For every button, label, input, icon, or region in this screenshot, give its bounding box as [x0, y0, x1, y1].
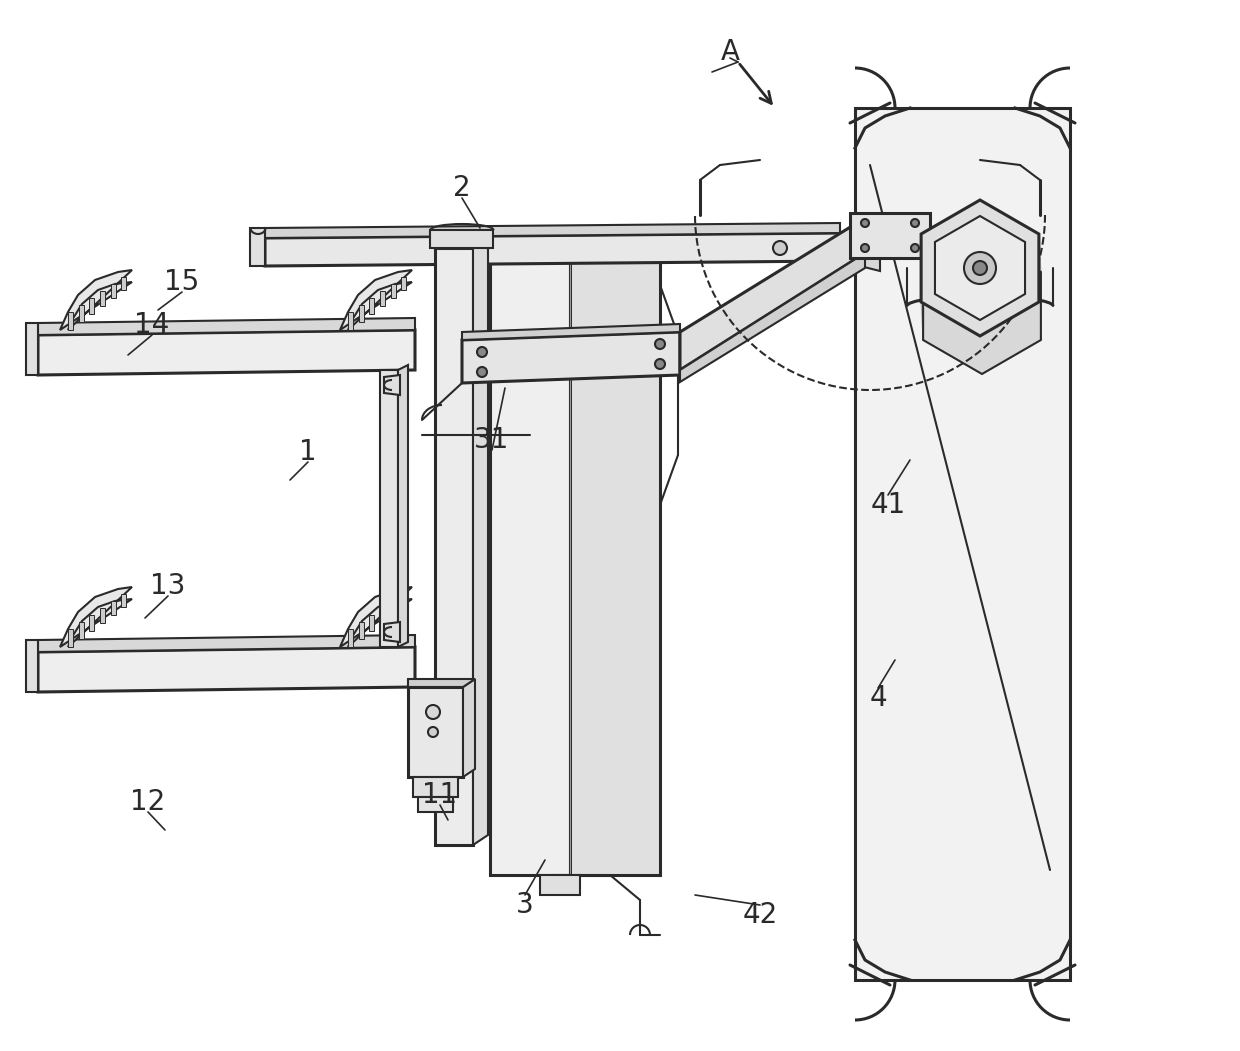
Bar — [250, 228, 265, 266]
Circle shape — [477, 367, 487, 377]
Polygon shape — [68, 312, 73, 330]
Polygon shape — [348, 312, 353, 330]
Polygon shape — [265, 223, 839, 238]
Polygon shape — [391, 284, 396, 298]
Polygon shape — [463, 324, 680, 341]
Text: 41: 41 — [870, 491, 905, 519]
Text: 11: 11 — [423, 781, 458, 809]
Polygon shape — [402, 594, 407, 607]
Polygon shape — [358, 305, 363, 322]
Polygon shape — [26, 640, 38, 692]
Polygon shape — [89, 615, 94, 631]
Polygon shape — [384, 622, 401, 642]
Polygon shape — [265, 233, 839, 266]
Circle shape — [655, 359, 665, 369]
Polygon shape — [379, 607, 384, 623]
Polygon shape — [408, 687, 463, 777]
Text: 12: 12 — [130, 788, 166, 816]
Text: 4: 4 — [869, 684, 887, 712]
Polygon shape — [430, 230, 494, 248]
Polygon shape — [849, 213, 930, 257]
Circle shape — [911, 219, 919, 227]
Circle shape — [655, 339, 665, 349]
Polygon shape — [391, 601, 396, 615]
Polygon shape — [60, 588, 131, 647]
Circle shape — [427, 705, 440, 719]
Polygon shape — [539, 875, 580, 895]
Polygon shape — [418, 797, 453, 812]
Circle shape — [428, 727, 438, 737]
Polygon shape — [122, 277, 126, 290]
Polygon shape — [413, 777, 458, 797]
Polygon shape — [490, 240, 660, 255]
Polygon shape — [935, 217, 1025, 320]
Polygon shape — [38, 647, 415, 692]
Polygon shape — [435, 248, 472, 845]
Polygon shape — [463, 679, 475, 777]
Polygon shape — [490, 255, 570, 875]
Polygon shape — [398, 365, 408, 647]
Text: 42: 42 — [743, 901, 777, 929]
Polygon shape — [348, 628, 353, 647]
Polygon shape — [100, 291, 105, 306]
Polygon shape — [384, 375, 401, 395]
Text: 3: 3 — [516, 891, 534, 919]
Polygon shape — [89, 298, 94, 314]
Polygon shape — [38, 635, 415, 652]
Polygon shape — [340, 588, 412, 647]
Polygon shape — [78, 622, 83, 639]
Polygon shape — [680, 218, 866, 370]
Circle shape — [477, 347, 487, 357]
Polygon shape — [680, 253, 866, 382]
Circle shape — [861, 219, 869, 227]
Polygon shape — [921, 200, 1039, 336]
Polygon shape — [78, 305, 83, 322]
Polygon shape — [856, 108, 1070, 980]
Polygon shape — [26, 323, 38, 375]
Polygon shape — [38, 330, 415, 375]
Polygon shape — [839, 233, 880, 271]
Text: 31: 31 — [475, 426, 510, 454]
Polygon shape — [408, 679, 475, 687]
Polygon shape — [379, 370, 398, 647]
Circle shape — [911, 244, 919, 252]
Polygon shape — [68, 628, 73, 647]
Text: 1: 1 — [299, 438, 316, 466]
Polygon shape — [923, 238, 1040, 374]
Polygon shape — [370, 615, 374, 631]
Polygon shape — [38, 318, 415, 335]
Polygon shape — [379, 291, 384, 306]
Text: A: A — [720, 38, 739, 66]
Polygon shape — [472, 238, 489, 845]
Polygon shape — [110, 284, 115, 298]
Polygon shape — [340, 270, 412, 330]
Polygon shape — [358, 622, 363, 639]
Polygon shape — [370, 298, 374, 314]
Text: 15: 15 — [165, 268, 200, 296]
Polygon shape — [110, 601, 115, 615]
Circle shape — [861, 244, 869, 252]
Text: 2: 2 — [453, 174, 471, 202]
Circle shape — [773, 241, 787, 255]
Circle shape — [963, 252, 996, 284]
Text: 14: 14 — [134, 311, 170, 339]
Polygon shape — [570, 255, 660, 875]
Circle shape — [973, 261, 987, 275]
Polygon shape — [402, 277, 407, 290]
Polygon shape — [100, 607, 105, 623]
Polygon shape — [60, 270, 131, 330]
Text: 13: 13 — [150, 572, 186, 600]
Polygon shape — [463, 332, 680, 383]
Polygon shape — [122, 594, 126, 607]
